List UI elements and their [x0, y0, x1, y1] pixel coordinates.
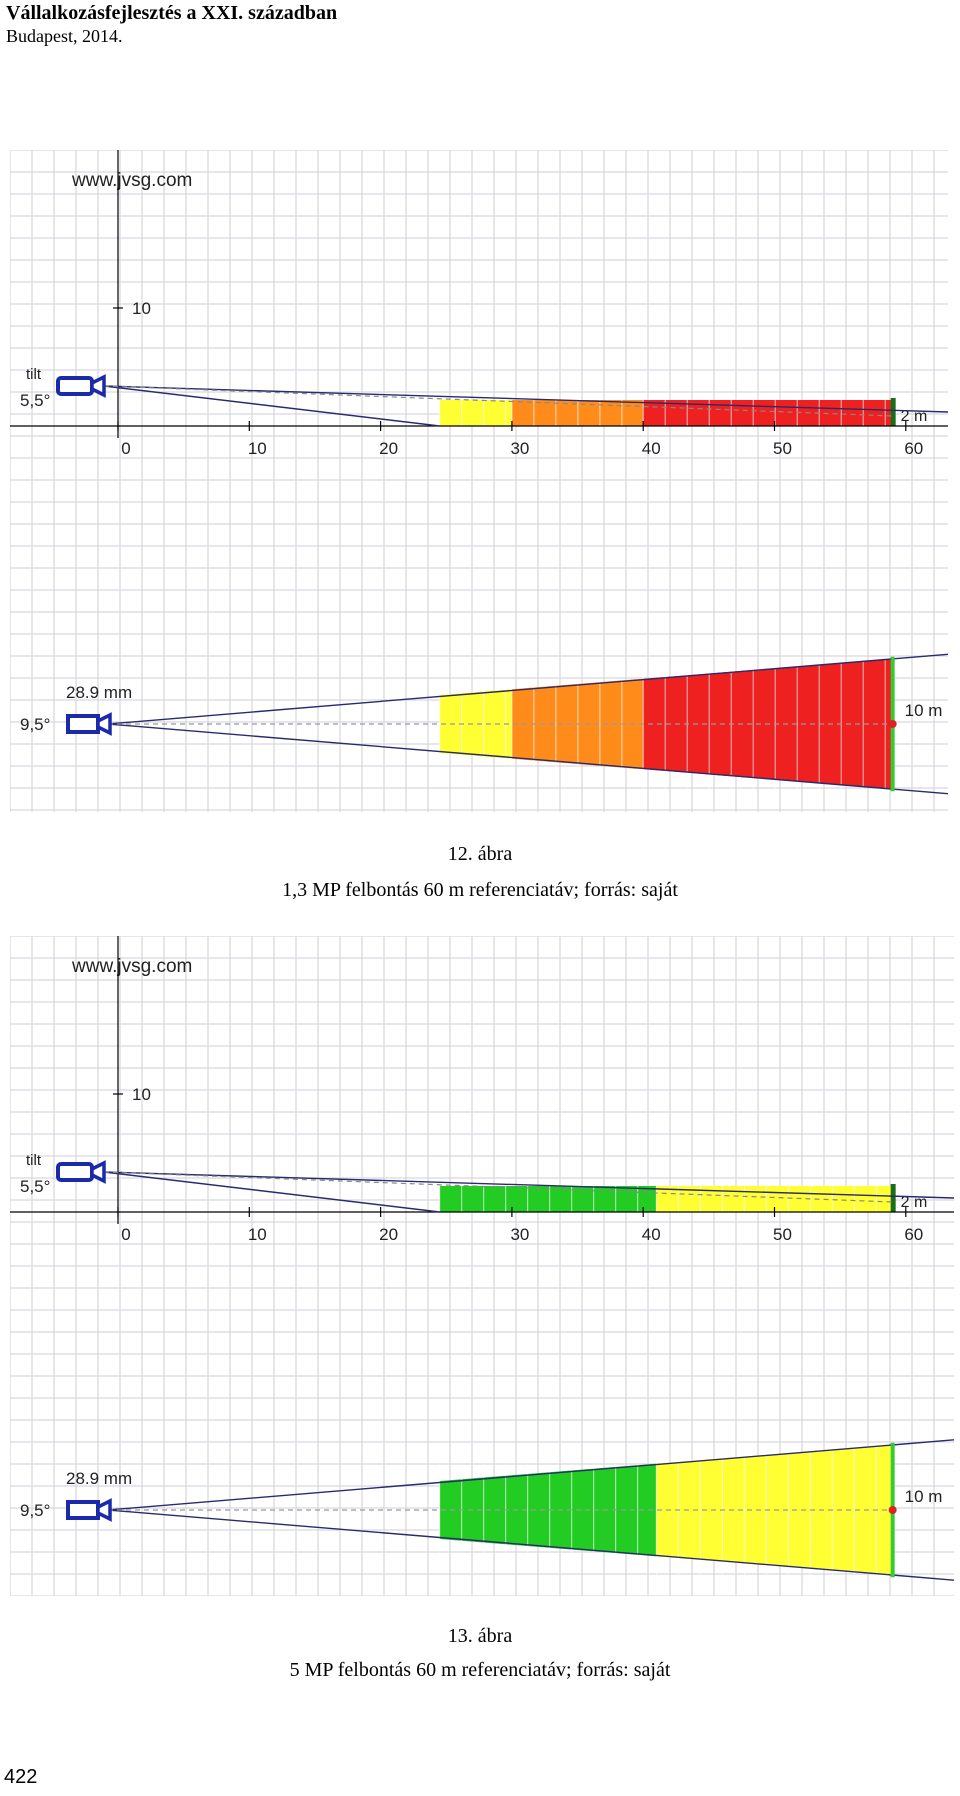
fov-angle-label: 9,5°	[20, 1501, 50, 1520]
fov-upper-edge	[107, 653, 948, 725]
fov-lower-edge	[107, 723, 948, 795]
x-tick-label: 20	[379, 439, 398, 458]
beam-area	[108, 150, 948, 724]
x-tick-label: 10	[248, 439, 267, 458]
x-tick-label: 60	[904, 1225, 923, 1244]
top-view: 10 m 28.9 mm 9,5°	[20, 150, 948, 795]
fov-upper-edge	[107, 1439, 954, 1511]
camera-icon	[66, 1498, 112, 1522]
top-view: 10 m 28.9 mm 9,5°	[20, 936, 954, 1581]
running-header-title: Vállalkozásfejlesztés a XXI. században	[6, 2, 338, 24]
tilt-angle-label: 5,5°	[20, 1177, 50, 1196]
x-tick-label: 30	[510, 439, 529, 458]
top-zone-green	[439, 1463, 657, 1557]
beam-lower-line	[103, 385, 440, 427]
target-dot	[888, 1506, 897, 1514]
tilt-label: tilt	[26, 1152, 42, 1169]
figure-12-caption-number: 12. ábra	[447, 843, 513, 865]
top-zone-yellow	[439, 689, 512, 759]
beam-center-line	[103, 385, 893, 417]
side-zone-yellow	[439, 400, 512, 426]
tilt-angle-label: 5,5°	[20, 391, 50, 410]
tilt-label: tilt	[26, 366, 42, 383]
width-label: 10 m	[905, 1487, 943, 1506]
beam-lower-line	[103, 1171, 440, 1213]
camera-icon	[56, 374, 106, 398]
beam-area	[108, 936, 954, 1510]
y-tick-label: 10	[132, 299, 151, 318]
target-height-bar	[890, 1184, 896, 1212]
figure-13-caption-number: 13. ábra	[447, 1625, 513, 1647]
figure-13-caption-text: 5 MP felbontás 60 m referenciatáv; forrá…	[289, 1659, 671, 1681]
figure-12-diagram: www.jvsg.com 10 2 m 0 10 20 30 40 50 60 tilt 5,5° 10…	[10, 150, 948, 812]
watermark-text: www.jvsg.com	[71, 170, 192, 191]
camera-body	[66, 1500, 100, 1520]
running-header-subtitle: Budapest, 2014.	[6, 26, 123, 46]
camera-body	[56, 376, 94, 396]
camera-icon	[66, 712, 112, 736]
figure-13-diagram: www.jvsg.com 10 2 m 0 10 20 30 40 50 60 tilt 5,5° 10…	[10, 936, 954, 1596]
side-zone-green	[439, 1186, 657, 1212]
focal-length-label: 28.9 mm	[66, 683, 132, 702]
camera-icon	[56, 1160, 106, 1184]
y-tick-label: 10	[132, 1085, 151, 1104]
height-label: 2 m	[901, 408, 928, 425]
target-dot	[888, 720, 897, 728]
beam-upper-line	[103, 1171, 954, 1199]
x-tick-label: 50	[773, 1225, 792, 1244]
width-label: 10 m	[905, 701, 943, 720]
height-label: 2 m	[901, 1194, 928, 1211]
camera-body	[56, 1162, 94, 1182]
camera-lens	[90, 374, 106, 398]
camera-lens	[96, 1498, 112, 1522]
camera-lens	[90, 1160, 106, 1184]
x-tick-label: 20	[379, 1225, 398, 1244]
x-tick-label: 60	[904, 439, 923, 458]
x-tick-label: 40	[642, 439, 661, 458]
watermark-text: www.jvsg.com	[71, 956, 192, 977]
side-view: www.jvsg.com 10 2 m 0 10 20 30 40 50 60 tilt 5,5°	[10, 150, 948, 458]
figure-12-caption-text: 1,3 MP felbontás 60 m referenciatáv; for…	[282, 879, 678, 901]
fov-angle-label: 9,5°	[20, 715, 50, 734]
side-view: www.jvsg.com 10 2 m 0 10 20 30 40 50 60 tilt 5,5°	[10, 936, 954, 1244]
x-tick-label: 50	[773, 439, 792, 458]
x-tick-label: 0	[121, 1225, 130, 1244]
camera-lens	[96, 712, 112, 736]
target-height-bar	[890, 398, 896, 426]
focal-length-label: 28.9 mm	[66, 1469, 132, 1488]
x-tick-label: 30	[510, 1225, 529, 1244]
camera-body	[66, 714, 100, 734]
x-tick-label: 10	[248, 1225, 267, 1244]
beam-center-line	[103, 1171, 893, 1203]
x-tick-label: 40	[642, 1225, 661, 1244]
x-tick-label: 0	[121, 439, 130, 458]
page-number: 422	[4, 1766, 38, 1788]
beam-upper-line	[103, 385, 948, 413]
fov-lower-edge	[107, 1509, 954, 1581]
